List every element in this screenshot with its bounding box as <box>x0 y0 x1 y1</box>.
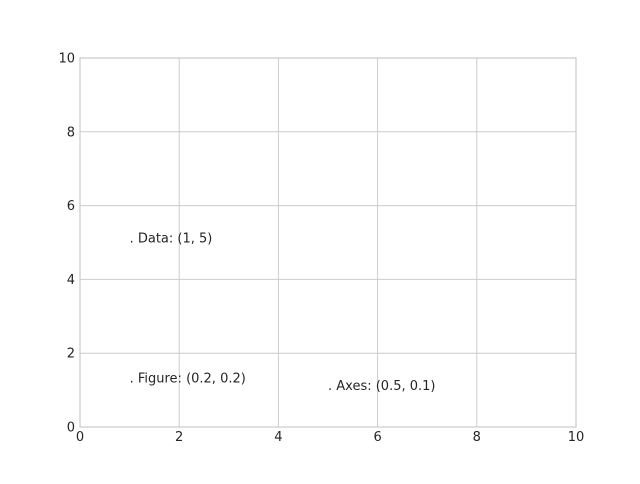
x-tick-label: 4 <box>274 430 282 445</box>
annotations: . Data: (1, 5) . Axes: (0.5, 0.1) . Figure… <box>130 232 436 395</box>
x-tick-label: 8 <box>473 430 481 445</box>
plot-background <box>80 58 576 427</box>
y-tick-label: 6 <box>67 199 75 214</box>
y-tick-label: 2 <box>67 347 75 362</box>
y-tick-label: 10 <box>58 52 75 67</box>
grid-lines <box>79 57 577 428</box>
axes-spines <box>79 57 577 428</box>
annotation-label: . Data: (1, 5) <box>130 232 213 247</box>
x-tick-label: 10 <box>568 430 585 445</box>
annotation-label: . Axes: (0.5, 0.1) <box>328 379 436 394</box>
y-tick-label: 8 <box>67 125 75 140</box>
x-axis-ticks: 0 2 4 6 8 10 <box>76 430 584 445</box>
y-tick-label: 4 <box>67 273 75 288</box>
x-tick-label: 2 <box>175 430 183 445</box>
y-tick-label: 0 <box>67 421 75 436</box>
annotation-label: . Figure: (0.2, 0.2) <box>130 372 246 387</box>
y-axis-ticks: 0 2 4 6 8 10 <box>58 52 75 436</box>
x-tick-label: 0 <box>76 430 84 445</box>
axes-frame <box>79 57 577 428</box>
x-tick-label: 6 <box>373 430 381 445</box>
